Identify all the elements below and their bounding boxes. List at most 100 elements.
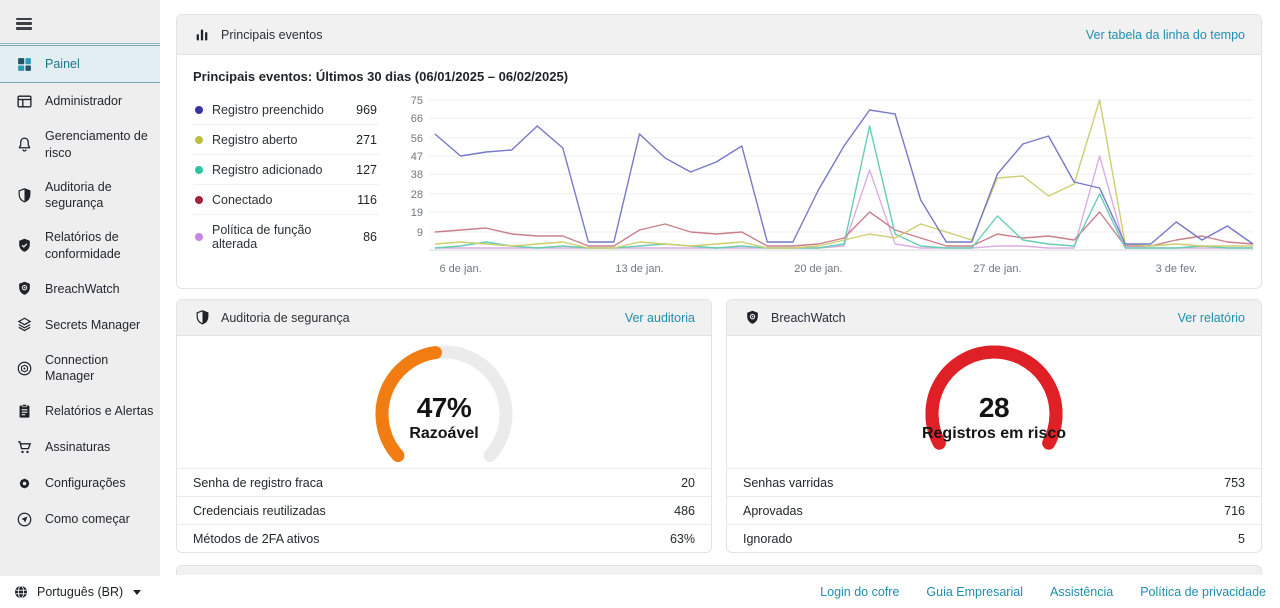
legend-label: Registro preenchido	[212, 103, 324, 117]
stat-label: Senha de registro fraca	[193, 476, 323, 490]
sidebar-item-secrets-manager[interactable]: Secrets Manager	[0, 307, 160, 343]
events-card-title: Principais eventos	[221, 27, 323, 42]
gear-icon	[15, 474, 33, 492]
sidebar-nav: Painel Administrador Gerenciamento de risc…	[0, 44, 160, 576]
view-timeline-table-link[interactable]: Ver tabela da linha do tempo	[1085, 27, 1245, 42]
sidebar-item-label: Connection Manager	[45, 352, 109, 384]
stat-row-senha-de-registro-fraca: Senha de registro fraca 20	[177, 468, 711, 496]
legend-item-conectado[interactable]: Conectado 116	[193, 185, 379, 215]
sidebar: Painel Administrador Gerenciamento de risc…	[0, 0, 160, 576]
breachwatch-shield-icon	[15, 280, 33, 298]
footer-link-assistencia[interactable]: Assistência	[1049, 585, 1114, 599]
legend-value: 969	[356, 103, 377, 117]
stat-value: 20	[681, 476, 695, 490]
secrets-layers-icon	[15, 316, 33, 334]
stat-value: 63%	[669, 532, 695, 546]
breachwatch-card-title: BreachWatch	[771, 310, 846, 325]
events-line-chart: 75 66 56 47 38 28 19 9 6 de jan. 13 de jan. 20 de …	[411, 95, 1254, 275]
svg-text:3 de fev.: 3 de fev.	[1156, 263, 1197, 275]
events-card-body: Principais eventos: Últimos 30 dias (06/…	[177, 55, 1261, 288]
stat-label: Aprovadas	[743, 504, 803, 518]
stat-value: 486	[674, 504, 695, 518]
svg-text:66: 66	[411, 113, 423, 125]
svg-text:28: 28	[411, 189, 423, 201]
globe-icon	[12, 583, 30, 601]
stat-label: Senhas varridas	[743, 476, 834, 490]
dashboard-icon	[15, 55, 33, 73]
breachwatch-gauge-arc	[925, 345, 1063, 450]
legend-dot	[195, 166, 203, 174]
sidebar-item-painel[interactable]: Painel	[0, 45, 160, 84]
risk-bell-icon	[15, 136, 33, 154]
legend-item-registro-aberto[interactable]: Registro aberto 271	[193, 125, 379, 155]
sidebar-item-como-comecar[interactable]: Como começar	[0, 501, 160, 537]
stat-row-aprovadas: Aprovadas 716	[727, 496, 1261, 524]
sidebar-item-label: Configurações	[45, 476, 126, 491]
sidebar-item-auditoria-de-seguranca[interactable]: Auditoria de segurança	[0, 170, 160, 221]
main-content: Principais eventos Ver tabela da linha d…	[160, 0, 1280, 576]
sidebar-item-label: BreachWatch	[45, 281, 120, 296]
svg-text:9: 9	[417, 227, 423, 239]
security-audit-shield-icon	[193, 309, 211, 327]
breachwatch-shield-icon	[743, 309, 761, 327]
cart-icon	[15, 438, 33, 456]
legend-item-registro-preenchido[interactable]: Registro preenchido 969	[193, 95, 379, 125]
svg-text:19: 19	[411, 207, 423, 219]
events-card-header: Principais eventos Ver tabela da linha d…	[177, 15, 1261, 55]
legend-label: Política de função alterada	[212, 223, 312, 251]
svg-text:27 de jan.: 27 de jan.	[973, 263, 1021, 275]
svg-text:75: 75	[411, 95, 423, 107]
security-audit-card-header: Auditoria de segurança Ver auditoria	[177, 300, 711, 336]
breachwatch-card: BreachWatch Ver relatório 28 Registros e…	[726, 299, 1262, 553]
sidebar-item-relatorios-e-alertas[interactable]: Relatórios e Alertas	[0, 393, 160, 429]
breachwatch-stats: Senhas varridas 753 Aprovadas 716 Ignorado 5	[727, 468, 1261, 552]
svg-text:56: 56	[411, 133, 423, 145]
sidebar-item-breachwatch[interactable]: BreachWatch	[0, 271, 160, 307]
legend-dot	[195, 106, 203, 114]
sidebar-item-gerenciamento-de-risco[interactable]: Gerenciamento de risco	[0, 119, 160, 170]
chart-legend: Registro preenchido 969 Registro aberto 271…	[193, 92, 379, 284]
chevron-down-icon	[133, 589, 142, 595]
events-card: Principais eventos Ver tabela da linha d…	[176, 14, 1262, 289]
svg-text:13 de jan.: 13 de jan.	[615, 263, 663, 275]
sidebar-item-relatorios-de-conformidade[interactable]: Relatórios de conformidade	[0, 220, 160, 271]
footer-link-login-do-cofre[interactable]: Login do cofre	[820, 585, 900, 599]
footer-link-guia-empresarial[interactable]: Guia Empresarial	[926, 585, 1023, 599]
reports-clipboard-icon	[15, 402, 33, 420]
sidebar-item-assinaturas[interactable]: Assinaturas	[0, 429, 160, 465]
sidebar-item-connection-manager[interactable]: Connection Manager	[0, 343, 160, 394]
compliance-shield-icon	[15, 237, 33, 255]
sidebar-item-label: Como começar	[45, 512, 130, 527]
sidebar-item-administrador[interactable]: Administrador	[0, 83, 160, 119]
stat-row-ignorado: Ignorado 5	[727, 524, 1261, 552]
language-selector[interactable]: Português (BR)	[12, 583, 142, 601]
stat-row-credenciais-reutilizadas: Credenciais reutilizadas 486	[177, 496, 711, 524]
chart-title: Principais eventos: Últimos 30 dias (06/…	[193, 69, 569, 84]
chart-area: 75 66 56 47 38 28 19 9 6 de jan. 13 de jan. 20 de …	[393, 92, 1268, 284]
legend-dot	[195, 196, 203, 204]
getting-started-compass-icon	[15, 510, 33, 528]
legend-value: 116	[357, 193, 377, 207]
security-audit-card: Auditoria de segurança Ver auditoria 47%…	[176, 299, 712, 553]
partial-card-header	[176, 565, 1262, 575]
admin-window-icon	[15, 92, 33, 110]
view-report-link[interactable]: Ver relatório	[1177, 310, 1245, 325]
stat-value: 753	[1224, 476, 1245, 490]
sidebar-item-label: Relatórios e Alertas	[45, 404, 154, 419]
stat-label: Métodos de 2FA ativos	[193, 532, 320, 546]
legend-value: 271	[356, 133, 377, 147]
legend-label: Conectado	[212, 193, 273, 207]
security-audit-gauge: 47% Razoável	[177, 336, 711, 468]
view-audit-link[interactable]: Ver auditoria	[624, 310, 695, 325]
sidebar-divider	[0, 43, 160, 45]
legend-item-registro-adicionado[interactable]: Registro adicionado 127	[193, 155, 379, 185]
stat-label: Credenciais reutilizadas	[193, 504, 326, 518]
language-label: Português (BR)	[37, 585, 124, 599]
sidebar-item-label: Administrador	[45, 94, 123, 109]
footer-link-politica-de-privacidade[interactable]: Política de privacidade	[1140, 585, 1266, 599]
svg-text:6 de jan.: 6 de jan.	[439, 263, 481, 275]
legend-item-politica-de-funcao-alterada[interactable]: Política de função alterada 86	[193, 215, 379, 258]
security-audit-card-title: Auditoria de segurança	[221, 310, 350, 325]
menu-hamburger-icon[interactable]	[0, 0, 160, 43]
sidebar-item-configuracoes[interactable]: Configurações	[0, 465, 160, 501]
